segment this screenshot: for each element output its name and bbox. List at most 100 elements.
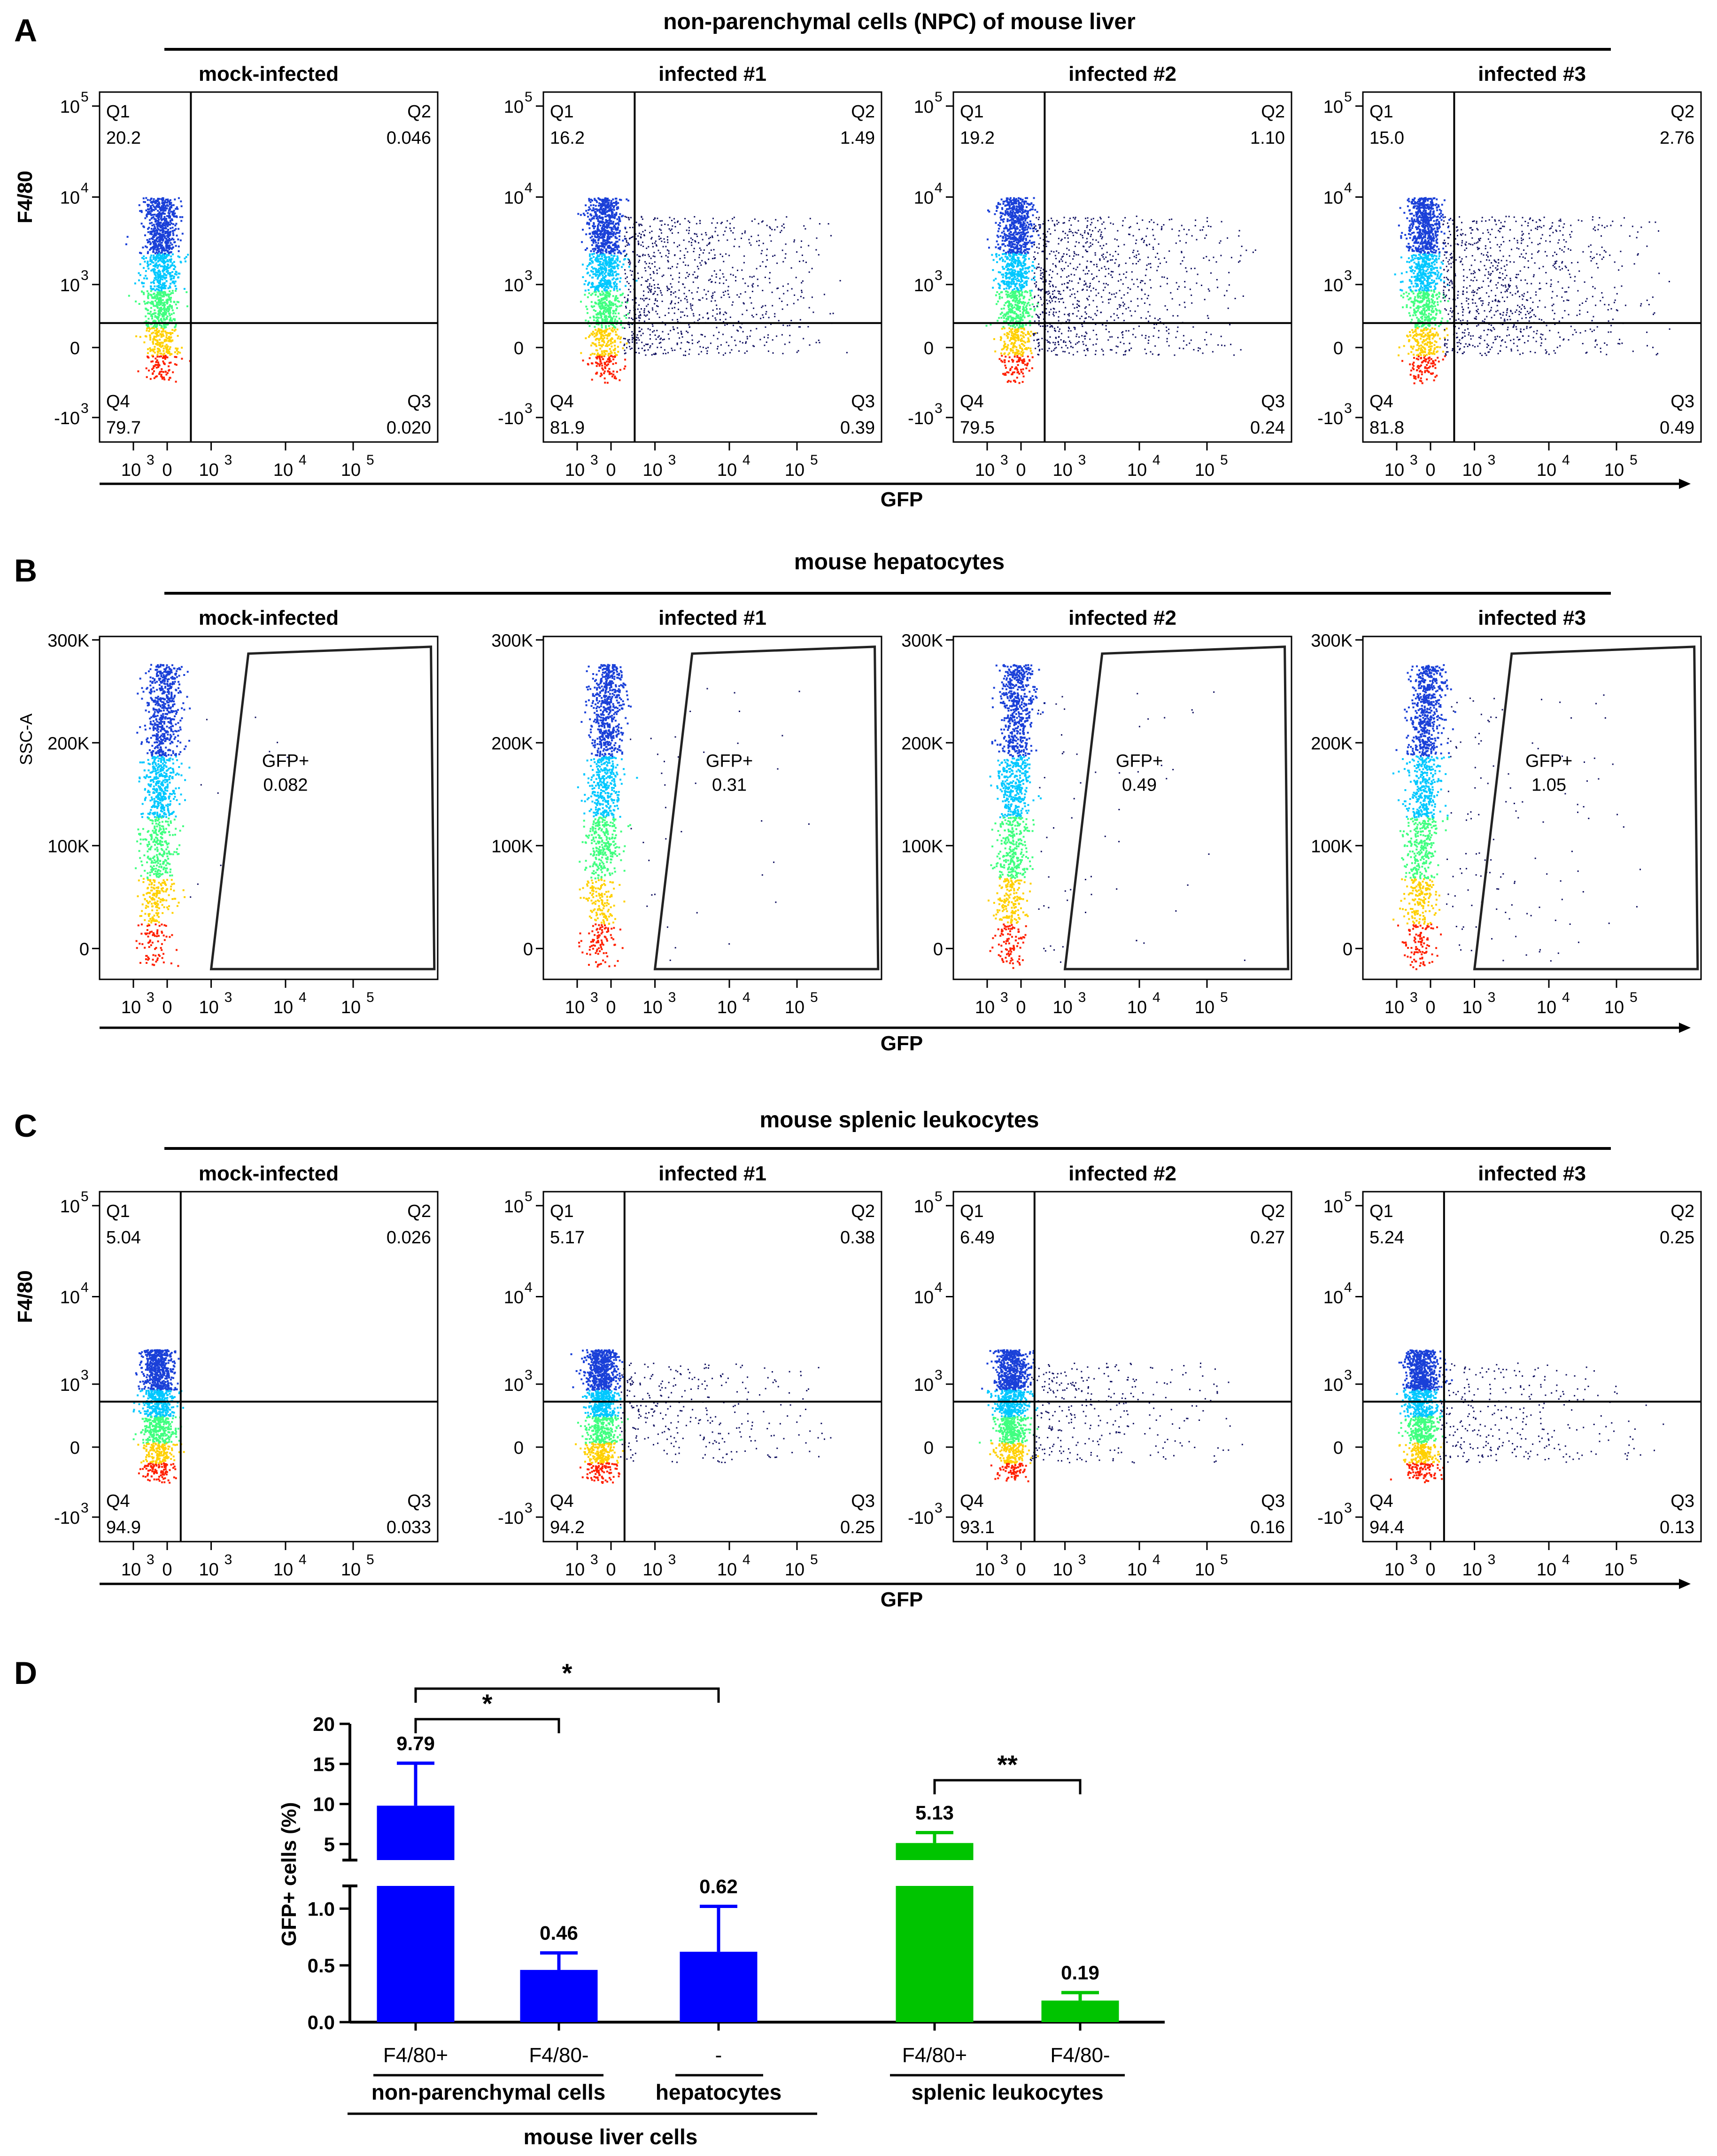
- q3-label: Q3: [1261, 392, 1285, 411]
- plot-frame: [952, 1191, 1292, 1543]
- x-tick-label: 10: [1462, 1560, 1482, 1580]
- plot-frame: [542, 1191, 882, 1543]
- data-label: 9.79: [396, 1732, 435, 1754]
- y-axis-label: F4/80: [14, 1270, 37, 1323]
- y-tick-label: 100K: [47, 837, 89, 856]
- plot-frame: [952, 636, 1292, 980]
- y-tick-exponent: 3: [1344, 1367, 1352, 1383]
- q1-value: 5.17: [550, 1228, 585, 1248]
- q4-value: 81.8: [1369, 418, 1404, 438]
- x-tick-label: 10: [1127, 1560, 1147, 1580]
- sample-label: mock-infected: [199, 62, 339, 85]
- q4-label: Q4: [1369, 392, 1393, 411]
- x-tick-exponent: 4: [1562, 1552, 1570, 1567]
- significance-bracket: **: [933, 1750, 1082, 1794]
- event-cloud: [979, 1349, 1243, 1482]
- x-tick-label: 10: [1537, 460, 1556, 480]
- y-tick-label: 0: [924, 339, 934, 358]
- y-tick-label: 10: [914, 276, 934, 295]
- y-tick-exponent: 3: [935, 401, 943, 416]
- q1-value: 19.2: [960, 128, 995, 148]
- y-tick-label: 10: [504, 276, 524, 295]
- x-tick-label: 10: [341, 998, 361, 1017]
- y-tick-label: 10: [1323, 97, 1343, 117]
- q3-label: Q3: [1671, 1491, 1694, 1511]
- gfp-gate: [1473, 645, 1699, 970]
- x-tick-label: 0: [606, 460, 616, 480]
- q2-value: 0.026: [387, 1228, 431, 1248]
- significance-label: *: [562, 1658, 572, 1688]
- y-tick-label: 10: [914, 97, 934, 117]
- x-axis-label: GFP: [881, 488, 923, 511]
- event-cloud: [1394, 197, 1671, 385]
- q1-label: Q1: [960, 102, 984, 122]
- sample-label: infected #1: [658, 1162, 766, 1185]
- y-tick-exponent: 4: [525, 180, 533, 196]
- panel-d: D 0.0 0.5 1.0 5 10 15 20 GFP+ cells (%) 9.79 F4/80…: [14, 1655, 1165, 2149]
- x-tick-label: 10: [717, 460, 737, 480]
- y-tick-label: 10: [60, 276, 80, 295]
- y-tick-label: -10: [908, 409, 934, 428]
- x-tick-exponent: 3: [668, 990, 676, 1005]
- y-tick-label: 5: [324, 1833, 335, 1855]
- x-tick-exponent: 3: [1000, 990, 1008, 1005]
- x-tick-exponent: 3: [1410, 990, 1418, 1005]
- data-label: 0.19: [1061, 1962, 1099, 1984]
- y-tick-label: 100K: [1311, 837, 1353, 856]
- q2-label: Q2: [851, 1202, 875, 1221]
- q2-label: Q2: [407, 1202, 431, 1221]
- q4-value: 94.4: [1369, 1518, 1404, 1537]
- x-axis-arrowhead: [1679, 1579, 1691, 1589]
- gate-value: 0.082: [263, 776, 308, 795]
- sample-label: infected #2: [1068, 606, 1176, 629]
- q3-value: 0.24: [1250, 418, 1285, 438]
- sample-label: mock-infected: [199, 606, 339, 629]
- y-tick-exponent: 5: [935, 1189, 943, 1204]
- y-tick-exponent: 5: [525, 1189, 533, 1204]
- event-cloud: [985, 197, 1256, 384]
- error-bar: [916, 1830, 953, 1843]
- panel-title: mouse hepatocytes: [794, 550, 1005, 574]
- panel-letter: D: [14, 1655, 37, 1691]
- x-tick-exponent: 5: [810, 452, 818, 468]
- x-tick-exponent: 5: [1220, 990, 1228, 1005]
- gate-label: GFP+: [1116, 751, 1163, 771]
- y-axis-label: SSC-A: [16, 713, 36, 765]
- x-tick-label: 10: [1127, 460, 1147, 480]
- error-bar: [397, 1761, 434, 1806]
- q2-label: Q2: [1671, 1202, 1694, 1221]
- x-tick-exponent: 4: [299, 1552, 307, 1567]
- x-tick-exponent: 4: [299, 990, 307, 1005]
- error-bar: [1061, 1991, 1099, 2001]
- y-tick-label: 10: [504, 97, 524, 117]
- x-tick-exponent: 5: [1220, 452, 1228, 468]
- x-tick-label: 10: [717, 998, 737, 1017]
- event-cloud: [135, 664, 288, 967]
- y-tick-label: 10: [60, 1288, 80, 1308]
- y-tick-label: 0: [523, 939, 533, 959]
- y-tick-label: 10: [504, 1375, 524, 1395]
- q4-label: Q4: [550, 392, 574, 411]
- bar: [1041, 2001, 1119, 2022]
- y-tick-exponent: 3: [935, 268, 943, 283]
- x-tick-exponent: 5: [810, 1552, 818, 1567]
- q2-value: 1.49: [840, 128, 875, 148]
- sample-label: infected #2: [1068, 1162, 1176, 1185]
- q3-label: Q3: [851, 1491, 875, 1511]
- q4-label: Q4: [550, 1491, 574, 1511]
- plot-frame: [1362, 1191, 1702, 1543]
- group-label: splenic leukocytes: [911, 2080, 1103, 2104]
- x-axis-arrowhead: [1679, 1023, 1691, 1033]
- y-tick-exponent: 4: [525, 1280, 533, 1295]
- y-tick-label: 200K: [1311, 734, 1353, 753]
- x-tick-label: 10: [1195, 998, 1214, 1017]
- q4-value: 81.9: [550, 418, 585, 438]
- y-tick-label: 0: [514, 1438, 524, 1458]
- x-tick-label: 10: [565, 998, 585, 1017]
- q4-label: Q4: [960, 1491, 984, 1511]
- y-tick-label: -10: [1317, 409, 1343, 428]
- x-tick-label: 0: [1016, 1560, 1026, 1580]
- y-tick-label: 10: [914, 188, 934, 208]
